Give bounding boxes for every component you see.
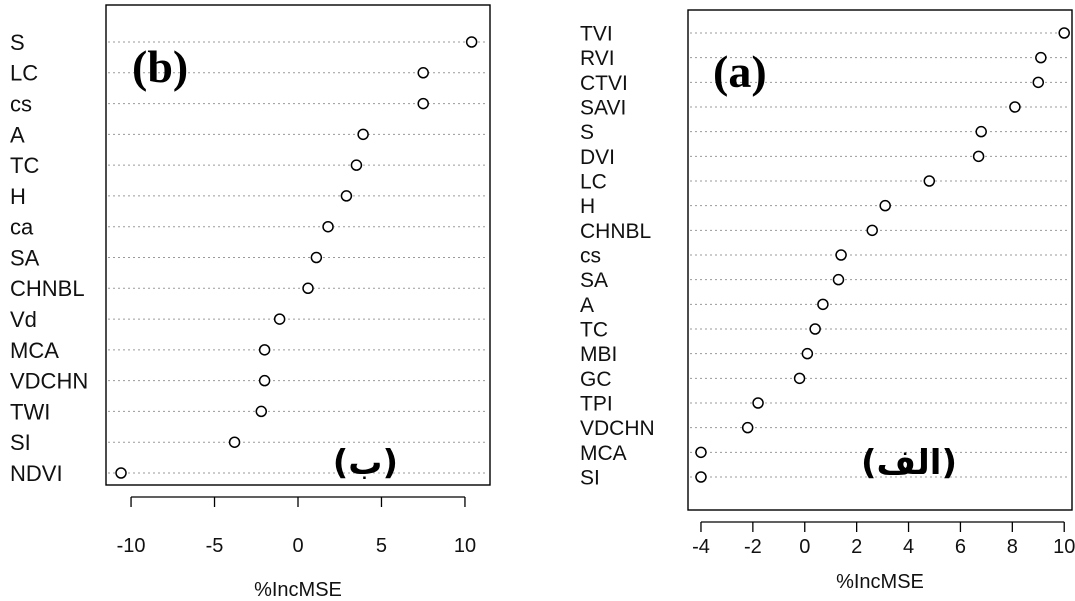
x-tick-label: -10 — [117, 535, 146, 557]
category-label: H — [580, 195, 595, 218]
category-label: CHNBL — [10, 276, 85, 301]
x-tick-label: -5 — [206, 535, 224, 557]
data-point — [809, 323, 821, 335]
category-label: cs — [10, 91, 32, 116]
category-label: S — [580, 121, 594, 144]
x-axis-title: %IncMSE — [836, 571, 924, 593]
category-label: LC — [10, 61, 38, 86]
category-label: TC — [580, 319, 608, 342]
x-tick-label: -2 — [744, 536, 762, 558]
x-tick-label: 2 — [851, 536, 862, 558]
data-point — [1032, 76, 1045, 89]
category-label: CHNBL — [580, 220, 651, 243]
x-tick-label: 10 — [1053, 536, 1075, 558]
category-label: TVI — [580, 23, 613, 46]
category-label: VDCHN — [580, 417, 655, 440]
panel-label-persian: (ب) — [333, 443, 398, 483]
panel-label-persian: (الف) — [861, 443, 957, 483]
data-point — [975, 125, 987, 138]
data-point — [417, 67, 429, 79]
x-tick-label: 0 — [799, 536, 810, 558]
data-point — [322, 220, 334, 233]
x-tick-label: 0 — [292, 535, 303, 557]
panel-a: TVIRVICTVISAVISDVILCHCHNBLcsSAATCMBIGCTP… — [580, 9, 1075, 593]
data-point — [1035, 51, 1047, 64]
category-label: RVI — [580, 47, 615, 70]
category-label: CTVI — [580, 72, 628, 95]
data-point — [340, 190, 353, 202]
data-point — [115, 467, 127, 479]
x-tick-label: 10 — [454, 535, 476, 557]
data-point — [923, 175, 936, 187]
data-point — [1058, 27, 1070, 39]
data-point — [793, 372, 806, 385]
category-label: S — [10, 30, 25, 55]
category-label: MCA — [10, 338, 59, 363]
category-label: SI — [580, 467, 600, 490]
category-label: NDVI — [10, 461, 63, 486]
plot-frame — [105, 4, 491, 486]
category-label: MBI — [580, 343, 617, 366]
category-label: SA — [580, 269, 608, 292]
category-label: A — [580, 294, 594, 317]
panel-label: (b) — [132, 41, 188, 92]
x-tick-label: 5 — [376, 535, 387, 557]
category-label: TPI — [580, 393, 613, 416]
plot-frame — [687, 9, 1073, 511]
panel-label: (a) — [713, 46, 767, 97]
x-tick-label: 8 — [1007, 536, 1018, 558]
x-axis-title: %IncMSE — [254, 579, 342, 601]
data-point — [866, 224, 878, 237]
data-point — [1009, 101, 1021, 113]
x-tick-label: 4 — [903, 536, 914, 558]
category-label: SAVI — [580, 97, 626, 120]
data-point — [879, 199, 891, 212]
data-point — [310, 251, 323, 264]
x-tick-label: 6 — [955, 536, 966, 558]
category-label: cs — [580, 245, 601, 268]
data-point — [350, 159, 363, 171]
category-label: DVI — [580, 146, 615, 169]
data-point — [302, 282, 314, 295]
data-point — [465, 36, 478, 48]
data-point — [817, 298, 829, 311]
category-label: SA — [10, 245, 40, 270]
category-label: SI — [10, 430, 31, 455]
data-point — [255, 405, 268, 418]
category-label: LC — [580, 171, 607, 194]
category-label: ca — [10, 215, 34, 240]
category-label: H — [10, 184, 26, 209]
data-point — [695, 446, 707, 459]
data-point — [273, 313, 286, 325]
panel-b: S LC cs A TC Hca SA CHNBL Vd MCA VDCHN TWI SI NDVI -10… — [10, 4, 491, 601]
data-point — [258, 374, 271, 387]
data-point — [258, 344, 271, 356]
category-label: Vd — [10, 307, 37, 332]
category-label: A — [10, 122, 25, 147]
category-label: TWI — [10, 399, 50, 424]
category-label: TC — [10, 153, 39, 178]
data-point — [695, 471, 707, 483]
data-point — [228, 436, 241, 448]
data-point — [972, 150, 985, 163]
data-point — [752, 397, 764, 409]
category-label: VDCHN — [10, 369, 88, 394]
category-label: MCA — [580, 442, 627, 465]
data-point — [741, 421, 754, 434]
data-point — [801, 347, 814, 360]
data-point — [835, 249, 847, 261]
data-point — [417, 97, 429, 110]
data-point — [832, 273, 845, 286]
category-label: GC — [580, 368, 612, 391]
x-tick-label: -4 — [692, 536, 710, 558]
data-point — [357, 128, 369, 141]
